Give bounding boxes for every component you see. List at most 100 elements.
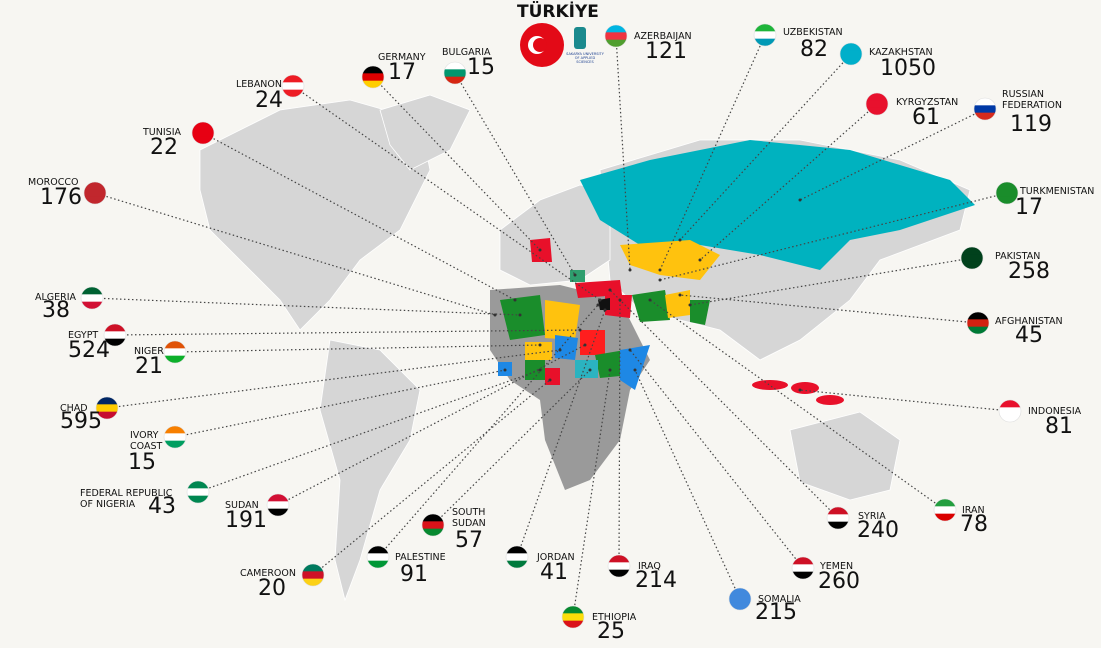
flag-stripe	[302, 571, 324, 580]
country-name: KYRGYZSTAN	[896, 97, 959, 108]
student-count: 21	[135, 354, 163, 379]
target-dot	[598, 298, 602, 302]
target-dot	[518, 313, 522, 317]
student-count: 524	[68, 338, 110, 363]
flag-stripe	[362, 73, 384, 82]
flag-stripe	[422, 521, 444, 530]
country-name: PALESTINE	[395, 552, 446, 563]
leader-line	[609, 289, 839, 519]
leader-line	[174, 369, 506, 438]
flag-stripe	[367, 560, 389, 568]
leader-line	[202, 132, 516, 301]
target-dot	[678, 238, 682, 242]
flag-stripe	[84, 196, 106, 204]
flag-stripe	[608, 562, 630, 571]
flag-border	[80, 286, 104, 310]
flag-stripe	[282, 75, 304, 83]
country-name: SOMALIA	[758, 594, 801, 605]
flag	[754, 24, 776, 46]
flag-stripe	[967, 319, 989, 328]
flag	[164, 426, 186, 448]
student-count: 82	[800, 37, 828, 62]
target-dot	[596, 303, 600, 307]
student-count: 15	[128, 450, 156, 475]
student-count: 25	[597, 619, 625, 644]
flag-stripe	[827, 514, 849, 523]
target-dot	[628, 348, 632, 352]
flag-stripe	[967, 326, 989, 334]
country-name: LEBANON	[236, 79, 283, 90]
flag-stripe	[967, 312, 989, 320]
leader-lines	[91, 34, 1011, 618]
target-dot	[608, 368, 612, 372]
target-dot	[658, 278, 662, 282]
country-name: KAZAKHSTAN	[869, 47, 933, 58]
flag	[866, 93, 888, 115]
flag-stripe	[187, 481, 209, 489]
flag	[367, 546, 389, 568]
flag-border	[266, 493, 290, 517]
target-dot	[538, 368, 542, 372]
flag-stripe	[934, 506, 956, 515]
flag	[934, 499, 956, 521]
flag-border	[301, 563, 325, 587]
flag-border	[366, 545, 390, 569]
student-count: 41	[540, 560, 568, 585]
flag	[302, 564, 324, 586]
student-count: 43	[148, 494, 176, 519]
leader-line	[94, 192, 496, 316]
flag	[192, 122, 214, 144]
student-count: 258	[1008, 259, 1050, 284]
flag-stripe	[104, 331, 126, 340]
flag	[562, 606, 584, 628]
target-dot	[548, 378, 552, 382]
country-name: PAKISTAN	[995, 251, 1041, 262]
logo-mark	[574, 27, 586, 49]
country-name: IVORY COAST	[130, 430, 163, 452]
student-count: 1050	[880, 56, 936, 81]
flag-border	[728, 587, 752, 611]
flag-border	[607, 554, 631, 578]
target-dot	[583, 343, 587, 347]
flag	[506, 546, 528, 568]
flag-stripe	[104, 324, 126, 332]
flag-border	[561, 605, 585, 629]
leader-line	[649, 299, 946, 511]
leader-line	[114, 329, 581, 336]
flag-stripe	[84, 189, 106, 198]
logo-text: SAKARYA UNIVERSITY OF APPLIED SCIENCES	[566, 52, 604, 64]
flag-stripe	[840, 57, 862, 65]
flag-border	[998, 399, 1022, 423]
flag-stripe	[961, 254, 983, 263]
flag-border	[83, 181, 107, 205]
leader-line	[572, 369, 611, 618]
title: TÜRKİYE	[517, 2, 599, 22]
flag-border	[604, 24, 628, 48]
student-count: 121	[645, 39, 687, 64]
student-count: 214	[635, 568, 677, 593]
africa	[490, 285, 650, 490]
turkey-flag-crescent	[533, 38, 547, 52]
country-name: ALGERIA	[35, 292, 77, 303]
leader-line	[454, 72, 576, 276]
student-count: 176	[40, 185, 82, 210]
flag-stripe	[996, 182, 1018, 190]
flag-stripe	[999, 407, 1021, 416]
target-dot	[618, 298, 622, 302]
student-count: 45	[1015, 323, 1043, 348]
flag-stripe	[187, 488, 209, 497]
target-dot	[798, 388, 802, 392]
target-dot	[698, 258, 702, 262]
country-name: SOUTH SUDAN	[452, 507, 486, 529]
country-name: NIGER	[134, 346, 164, 357]
flag-stripe	[422, 514, 444, 522]
target-dot	[573, 273, 577, 277]
flag-border	[361, 65, 385, 89]
flag-border	[966, 311, 990, 335]
flag-stripe	[282, 89, 304, 97]
country-name: CHAD	[60, 403, 88, 414]
flag-border	[791, 556, 815, 580]
flag-stripe	[866, 107, 888, 115]
target-dot	[493, 313, 497, 317]
